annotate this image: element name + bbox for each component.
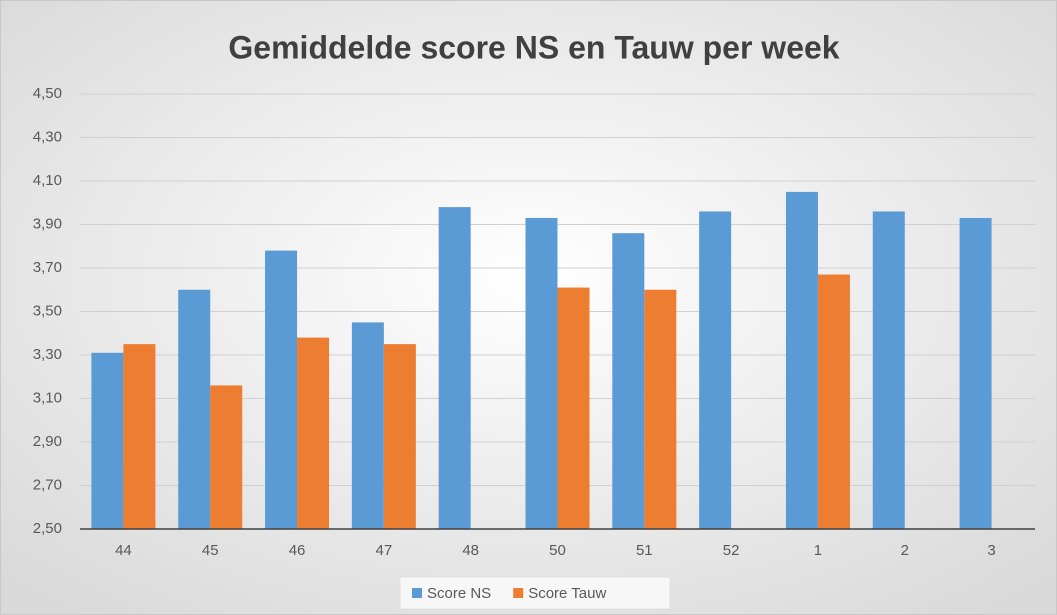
x-tick-label: 50 bbox=[549, 542, 566, 559]
y-tick-label: 4,50 bbox=[33, 85, 62, 102]
y-tick-label: 3,30 bbox=[33, 346, 62, 363]
x-tick-label: 46 bbox=[289, 542, 306, 559]
bar bbox=[438, 207, 471, 529]
bar bbox=[959, 217, 992, 529]
bar bbox=[612, 233, 645, 529]
y-tick-label: 2,90 bbox=[33, 433, 62, 450]
y-tick-label: 3,70 bbox=[33, 259, 62, 276]
x-tick-label: 3 bbox=[987, 542, 995, 559]
x-tick-label: 44 bbox=[115, 542, 132, 559]
bar bbox=[699, 211, 732, 529]
chart-title: Gemiddelde score NS en Tauw per week bbox=[228, 29, 839, 65]
x-tick-label: 51 bbox=[636, 542, 653, 559]
bar bbox=[297, 337, 330, 529]
bar bbox=[785, 191, 818, 529]
bar bbox=[123, 344, 156, 529]
y-tick-label: 4,10 bbox=[33, 172, 62, 189]
y-tick-label: 4,30 bbox=[33, 128, 62, 145]
x-tick-label: 45 bbox=[202, 542, 219, 559]
legend-box bbox=[399, 576, 671, 610]
y-tick-label: 2,70 bbox=[33, 476, 62, 493]
bar bbox=[817, 274, 850, 529]
bar bbox=[91, 352, 124, 529]
legend-label: Score NS bbox=[427, 585, 491, 602]
x-tick-label: 2 bbox=[901, 542, 909, 559]
bar bbox=[210, 385, 243, 529]
bar bbox=[644, 289, 677, 529]
bar bbox=[525, 217, 558, 529]
legend-swatch bbox=[513, 588, 524, 598]
bar bbox=[557, 287, 590, 529]
y-tick-label: 2,50 bbox=[33, 520, 62, 537]
bar bbox=[178, 289, 211, 529]
bar bbox=[383, 344, 416, 529]
y-tick-label: 3,10 bbox=[33, 389, 62, 406]
x-tick-label: 1 bbox=[814, 542, 822, 559]
x-tick-label: 48 bbox=[462, 542, 479, 559]
legend-label: Score Tauw bbox=[528, 585, 606, 602]
bar bbox=[265, 250, 298, 529]
y-tick-label: 3,90 bbox=[33, 215, 62, 232]
bar bbox=[351, 322, 384, 529]
legend-swatch bbox=[412, 588, 422, 598]
y-tick-label: 3,50 bbox=[33, 302, 62, 319]
x-tick-label: 52 bbox=[723, 542, 740, 559]
x-tick-label: 47 bbox=[376, 542, 393, 559]
bar bbox=[872, 211, 905, 529]
